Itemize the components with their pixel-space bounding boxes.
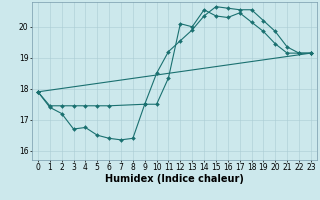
X-axis label: Humidex (Indice chaleur): Humidex (Indice chaleur) — [105, 174, 244, 184]
